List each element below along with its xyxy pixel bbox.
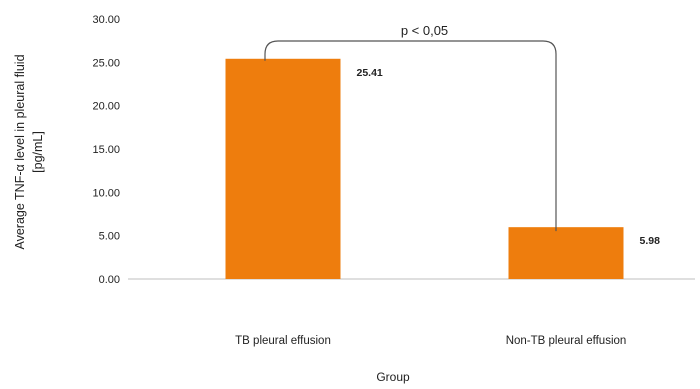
y-tick-label: 0.00 (99, 274, 120, 286)
x-axis-categories: TB pleural effusion Non-TB pleural effusi… (235, 335, 626, 347)
x-tick-label: TB pleural effusion (235, 335, 331, 347)
y-tick-label: 10.00 (92, 187, 120, 199)
x-tick-label: Non-TB pleural effusion (506, 335, 627, 347)
data-label: 25.41 (357, 67, 383, 79)
y-axis-title-line2: [pg/mL] (31, 131, 45, 173)
y-tick-label: 15.00 (92, 144, 120, 156)
significance-label: p < 0,05 (401, 23, 448, 38)
y-axis-ticks: 0.00 5.00 10.00 15.00 20.00 25.00 30.00 (92, 14, 120, 286)
bars (225, 58, 624, 279)
x-axis-title: Group (376, 370, 410, 384)
y-tick-label: 5.00 (99, 231, 120, 243)
significance-bracket (264, 40, 557, 232)
y-axis-title-line1: Average TNF-α level in pleural fluid (13, 54, 27, 249)
data-label: 5.98 (640, 235, 661, 247)
data-labels: 25.41 5.98 (357, 67, 661, 247)
y-tick-label: 20.00 (92, 101, 120, 113)
y-tick-label: 25.00 (92, 57, 120, 69)
y-tick-label: 30.00 (92, 14, 120, 26)
bar (508, 227, 624, 279)
bar (225, 58, 341, 279)
